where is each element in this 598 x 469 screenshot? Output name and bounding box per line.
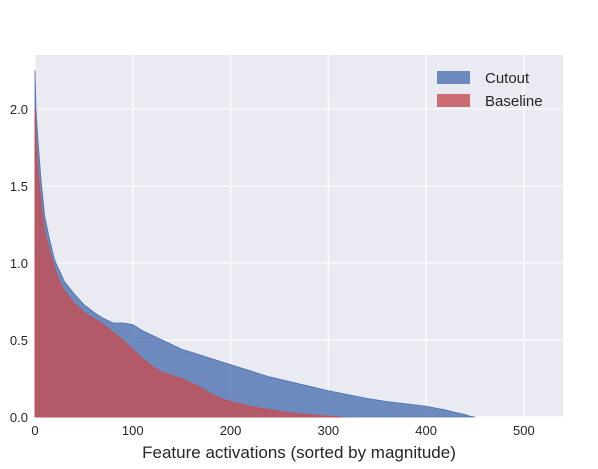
x-tick-label: 0	[31, 423, 38, 438]
y-tick-label: 0.5	[10, 333, 28, 348]
legend-swatch-baseline	[437, 94, 470, 107]
x-tick-label: 500	[513, 423, 535, 438]
x-tick-label: 200	[220, 423, 242, 438]
x-axis-ticks: 0 100 200 300 400 500	[31, 423, 534, 438]
y-axis-ticks: 0.0 0.5 1.0 1.5 2.0	[10, 102, 28, 425]
legend-label-cutout: Cutout	[485, 70, 530, 87]
x-tick-label: 100	[122, 423, 144, 438]
series-area-baseline	[34, 108, 344, 418]
y-tick-label: 1.5	[10, 179, 28, 194]
legend-swatch-cutout	[437, 71, 470, 84]
series-areas	[34, 70, 476, 418]
legend-label-baseline: Baseline	[485, 93, 543, 110]
x-tick-label: 400	[415, 423, 437, 438]
y-tick-label: 0.0	[10, 410, 28, 425]
x-tick-label: 300	[317, 423, 339, 438]
y-tick-label: 1.0	[10, 256, 28, 271]
x-axis-label: Feature activations (sorted by magnitude…	[142, 443, 456, 462]
y-tick-label: 2.0	[10, 102, 28, 117]
legend: Cutout Baseline	[437, 70, 543, 110]
